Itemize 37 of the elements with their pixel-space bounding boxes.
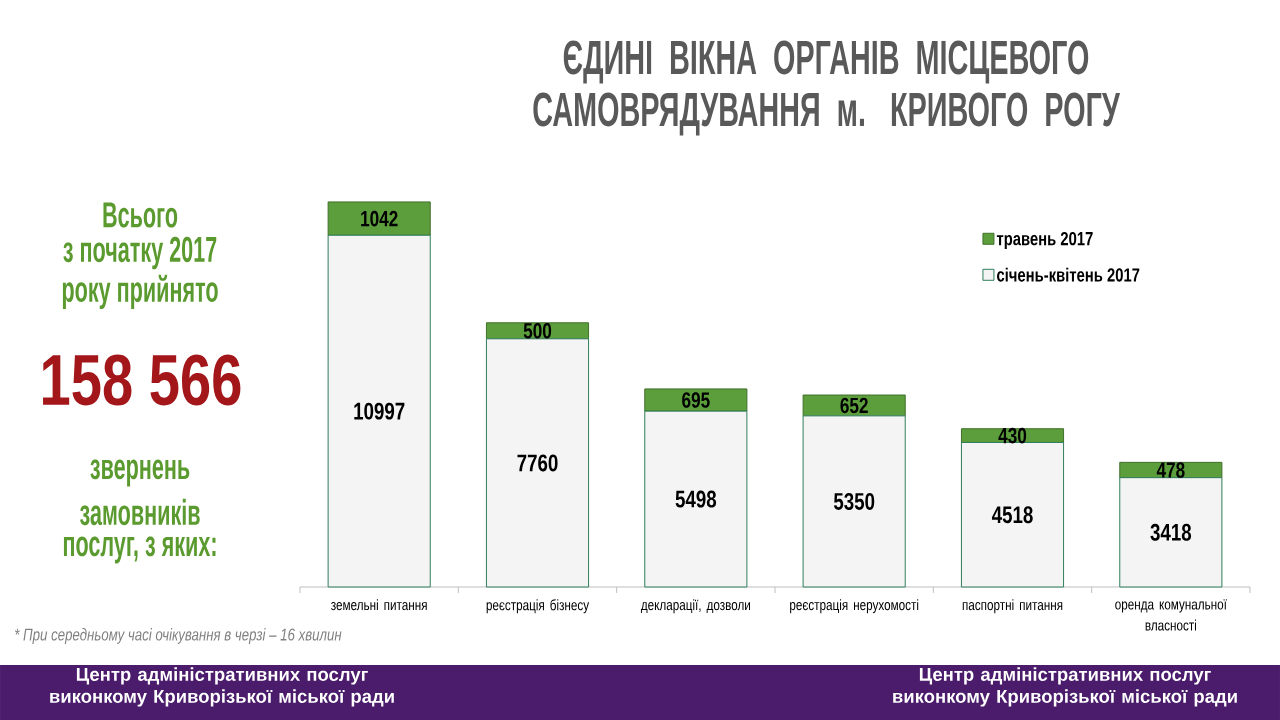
data-label: 500	[523, 323, 552, 339]
chart-title: ЄДИНІ ВІКНА ОРГАНІВ МІСЦЕВОГО САМОВРЯДУВАННЯ м. КРИВОГО РОГУ	[533, 40, 1121, 136]
data-label: 5350	[833, 492, 875, 510]
x-tick-label: земельні питання	[331, 599, 427, 611]
x-tick-label: реєстрація бізнесу	[486, 599, 590, 614]
x-tick-label: реєстрація нерухомості	[790, 599, 919, 614]
bar	[644, 410, 748, 588]
data-label: 3418	[1150, 523, 1192, 541]
data-label: 10997	[354, 402, 405, 420]
data-label: 4518	[991, 506, 1033, 524]
data-label: 430	[998, 427, 1027, 444]
text: з початку 2017	[63, 236, 217, 270]
text: Всього	[103, 202, 178, 228]
bar	[802, 415, 906, 588]
bar	[485, 338, 590, 588]
data-label: 7760	[517, 454, 558, 472]
data-label: 478	[1156, 462, 1185, 478]
legend-label: січень-квітень 2017	[997, 267, 1140, 282]
text: Центр адміністративних послуг виконкому Криворізької міської ради	[50, 667, 394, 707]
text: року прийнято	[62, 274, 218, 310]
bar	[1119, 477, 1223, 588]
x-tick-label: паспортні питання	[962, 599, 1063, 614]
data-label: 652	[840, 397, 868, 414]
data-label: 695	[682, 392, 710, 408]
data-label: 5498	[675, 490, 717, 508]
legend-label: травень 2017	[996, 231, 1093, 250]
text: замовників	[80, 498, 200, 526]
text: послуг, з яких:	[63, 536, 216, 564]
bar	[327, 201, 431, 236]
x-tick-label: декларації, дозволи	[640, 599, 750, 614]
text: 158 566	[43, 354, 241, 406]
x-tick-label: оренда комунальної власності	[1115, 599, 1227, 631]
bar	[327, 234, 431, 588]
text: Центр адміністративних послуг виконкому Криворізької міської ради	[893, 667, 1237, 707]
text: * При середньому часі очікування в черзі – 16 хвилин	[15, 628, 342, 644]
data-label: 1042	[361, 210, 398, 227]
text: звернень	[90, 459, 190, 487]
